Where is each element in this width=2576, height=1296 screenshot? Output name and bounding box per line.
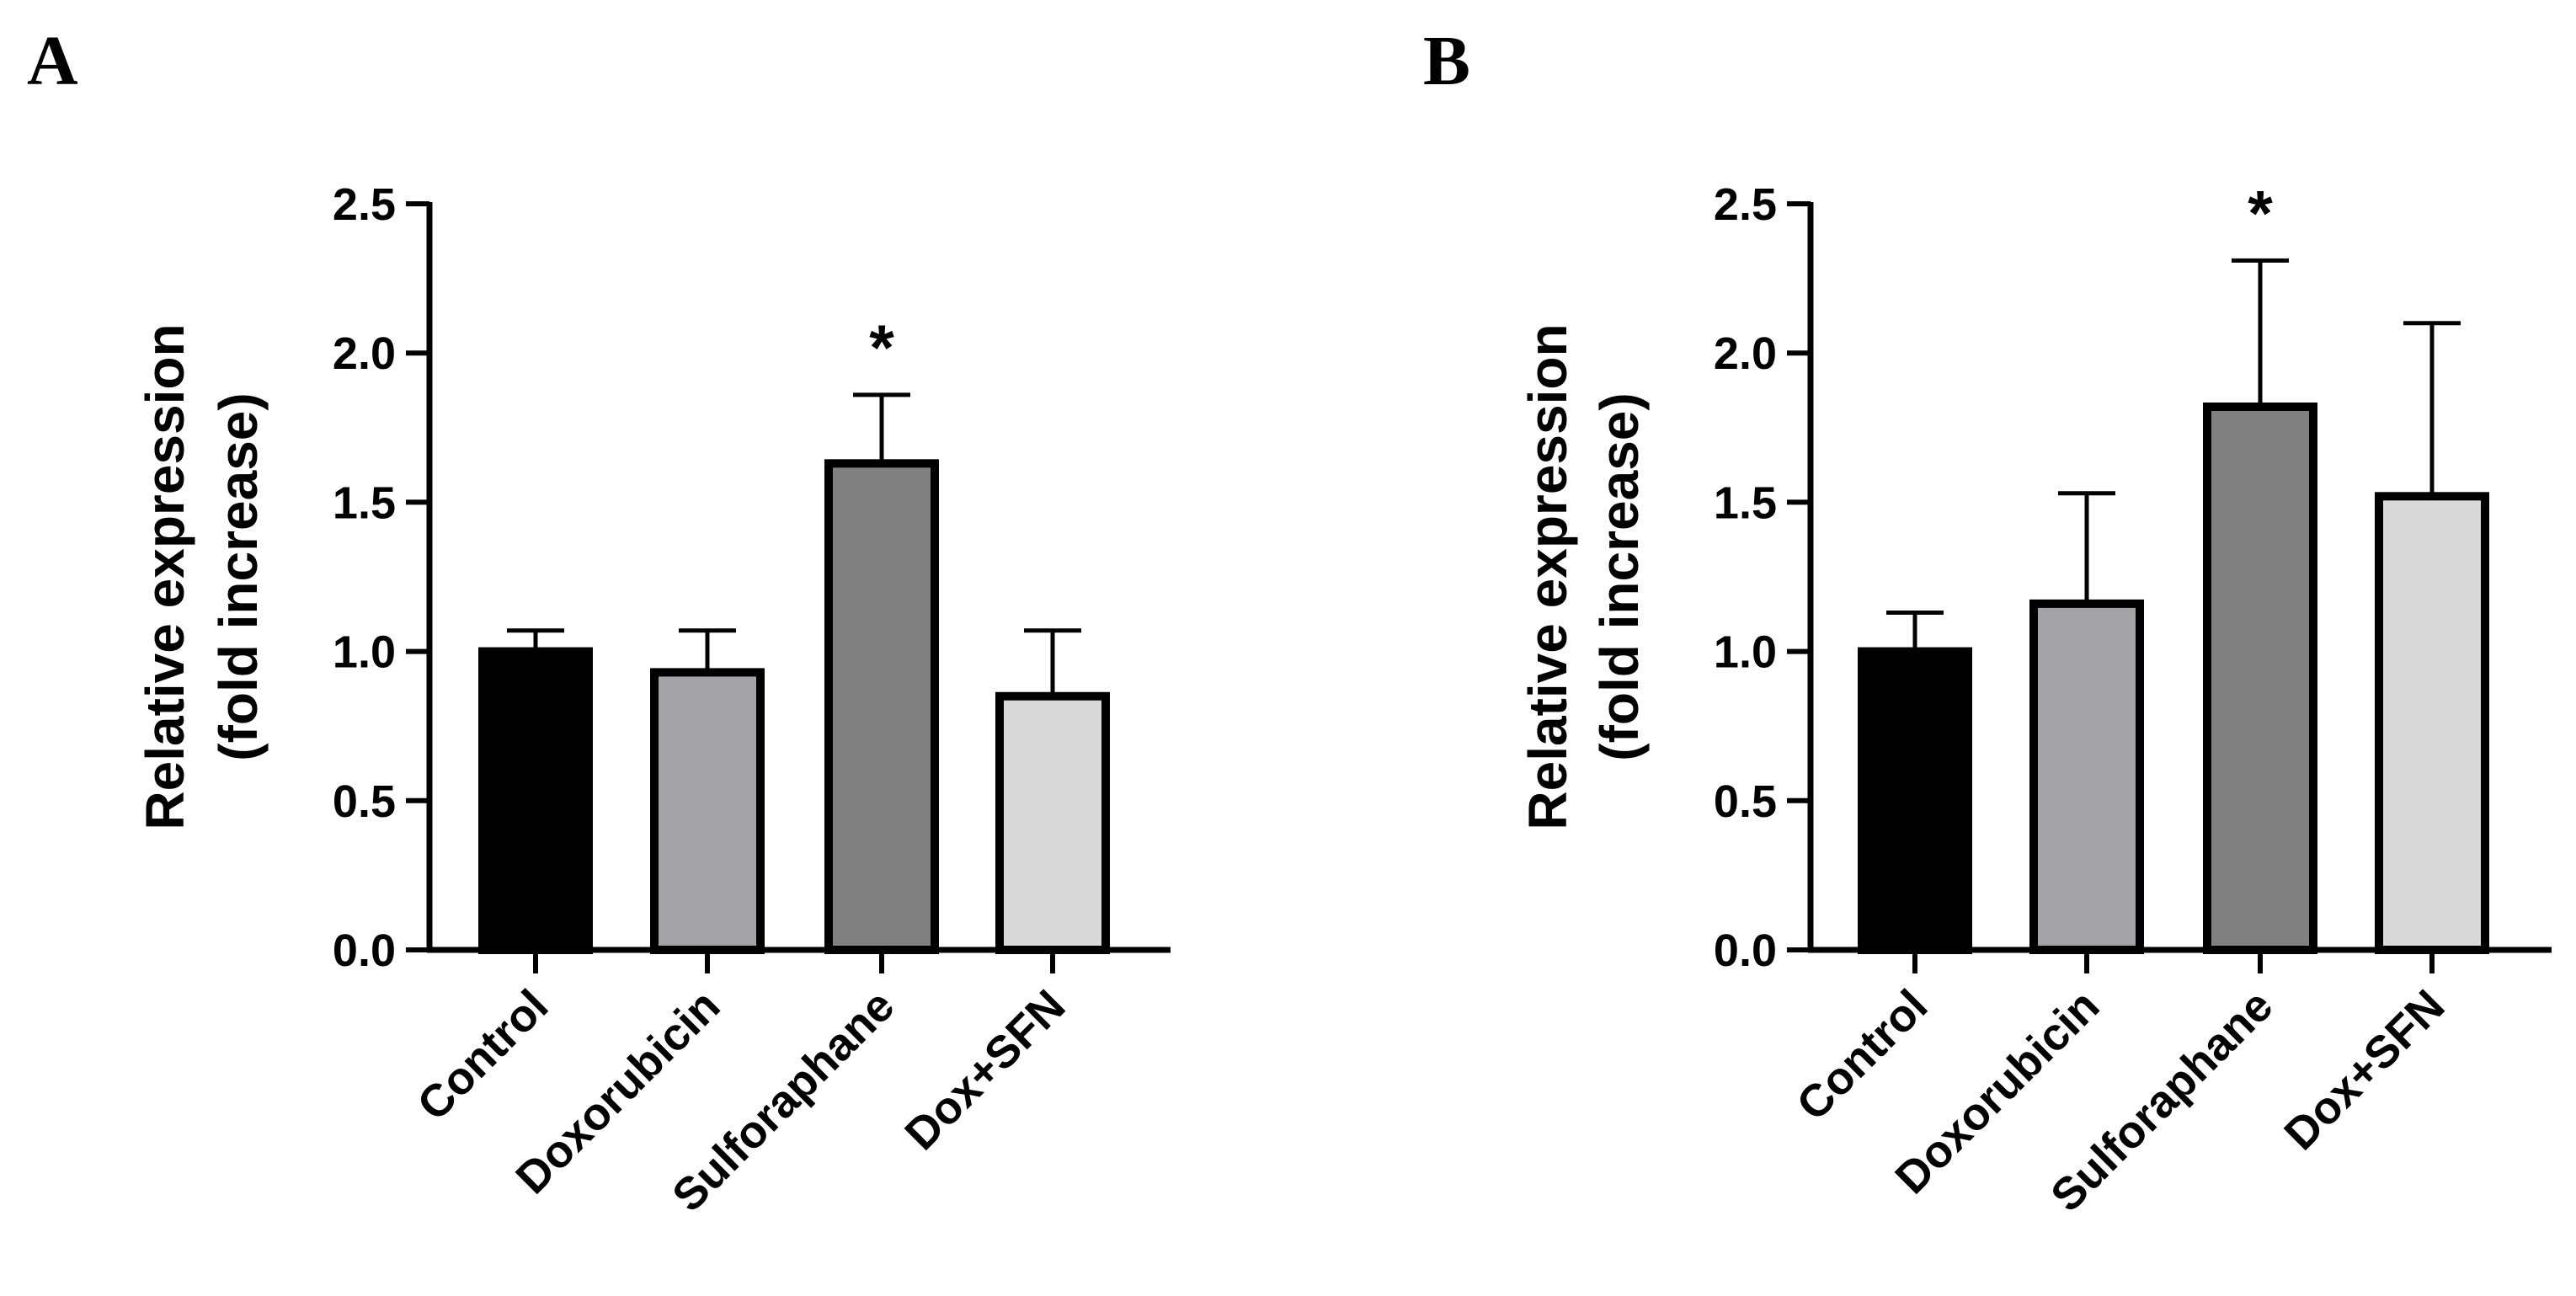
y-axis-subtitle: (fold increase) bbox=[1589, 392, 1650, 760]
y-tick-label: 1.5 bbox=[333, 477, 396, 528]
y-tick-label: 2.5 bbox=[333, 179, 396, 230]
y-tick-label: 0.5 bbox=[333, 776, 396, 827]
y-tick-label: 2.0 bbox=[333, 328, 396, 379]
y-tick-label: 0.5 bbox=[1714, 776, 1777, 827]
y-tick-label: 2.0 bbox=[1714, 328, 1777, 379]
y-tick-label: 1.0 bbox=[333, 627, 396, 678]
significance-marker: * bbox=[869, 312, 894, 384]
significance-marker: * bbox=[2248, 178, 2273, 249]
x-category-label: Control bbox=[408, 980, 557, 1130]
x-category-label: Control bbox=[1787, 980, 1937, 1130]
panel-a-letter: A bbox=[27, 22, 78, 100]
y-tick-label: 1.5 bbox=[1714, 477, 1777, 528]
y-tick-label: 2.5 bbox=[1714, 179, 1777, 230]
bar bbox=[2375, 492, 2489, 954]
y-axis-subtitle: (fold increase) bbox=[208, 392, 269, 760]
x-category-label: Dox+SFN bbox=[895, 980, 1075, 1160]
bar bbox=[478, 647, 593, 954]
bar bbox=[2203, 402, 2317, 954]
bar bbox=[1858, 647, 1972, 954]
y-tick-label: 0.0 bbox=[333, 925, 396, 976]
bar bbox=[995, 691, 1110, 954]
bar bbox=[2029, 599, 2144, 954]
y-axis-title: Relative expression bbox=[1517, 323, 1578, 829]
panel-a: A 0.0 0.5 1.0 1.5 2.0 2.5 Relative expression(… bbox=[27, 22, 1171, 1221]
y-tick-label: 1.0 bbox=[1714, 627, 1777, 678]
panel-b-letter: B bbox=[1423, 22, 1470, 100]
y-axis-title: Relative expression bbox=[135, 323, 195, 829]
bar bbox=[824, 459, 939, 954]
bar bbox=[650, 668, 765, 955]
y-tick-label: 0.0 bbox=[1714, 925, 1777, 976]
panel-b: B 0.0 0.5 1.0 1.5 2.0 2.5 Relative expression(… bbox=[1423, 22, 2552, 1221]
x-category-label: Dox+SFN bbox=[2275, 980, 2454, 1160]
